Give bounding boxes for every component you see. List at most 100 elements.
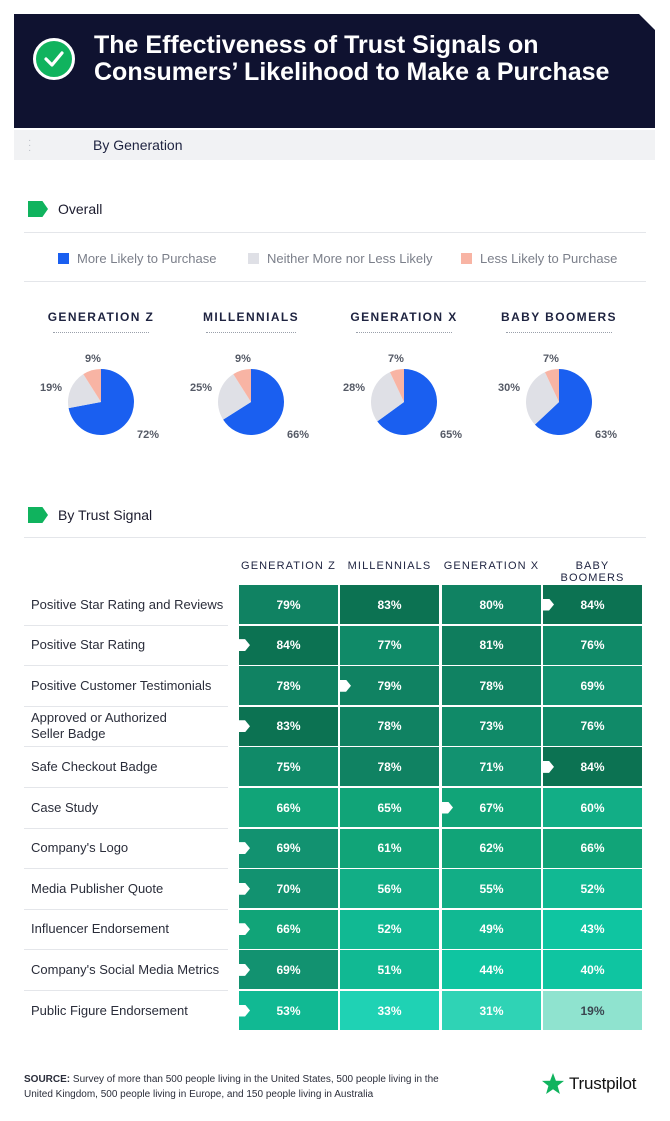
row-label: Media Publisher Quote [31, 880, 164, 896]
cell-value: 78% [276, 678, 301, 693]
cell-value: 56% [377, 881, 402, 896]
row-label: Company's Social Media Metrics [31, 961, 220, 977]
heatmap-cell: 70% [237, 869, 338, 909]
cell-value: 40% [580, 962, 605, 977]
heatmap-cell: 71% [442, 747, 541, 787]
heatmap-cell: 31% [442, 991, 541, 1030]
row-label: Influencer Endorsement [31, 921, 170, 937]
heatmap-cell: 78% [239, 666, 338, 706]
slice-less-likely [544, 369, 559, 402]
cell-value: 31% [479, 1003, 504, 1018]
heatmap-cell: 76% [543, 706, 642, 746]
heatmap-cell: 75% [239, 747, 338, 787]
title-underline [206, 332, 296, 333]
slice-neither [67, 374, 101, 409]
pie-title: GENERATION Z [47, 310, 155, 324]
slice-more-likely [534, 369, 592, 435]
heatmap-cell: 73% [442, 706, 541, 746]
cell-value: 84% [580, 759, 605, 774]
pie-title: GENERATION X [350, 310, 458, 324]
cell-value: 69% [580, 678, 605, 693]
flag-icon [28, 201, 48, 217]
cell-value: 66% [580, 841, 605, 856]
slice-label: 9% [85, 353, 101, 365]
cell-value: 51% [377, 962, 402, 977]
heatmap-cell: 79% [239, 585, 338, 624]
slice-more-likely [377, 369, 437, 435]
legend-item-more-likely: More Likely to Purchase [58, 251, 216, 266]
highest-marker-icon [338, 679, 351, 692]
legend-swatch [461, 253, 472, 264]
slice-more-likely [68, 369, 134, 435]
highest-marker-icon [237, 842, 250, 855]
cell-value: 67% [479, 800, 504, 815]
heatmap-cell: 53% [237, 991, 338, 1030]
slice-label: 72% [137, 429, 159, 441]
title-underline [356, 332, 452, 333]
cell-value: 44% [479, 962, 504, 977]
star-icon [542, 1073, 564, 1094]
pie-svg: 63% 30% 7% [498, 353, 617, 441]
column-header: GENERATION Z [241, 560, 336, 572]
cell-value: 55% [479, 881, 504, 896]
cell-value: 62% [479, 841, 504, 856]
cell-value: 73% [479, 719, 504, 734]
cell-value: 53% [276, 1003, 301, 1018]
row-label: Positive Customer Testimonials [31, 677, 212, 693]
highest-marker-icon [237, 882, 250, 895]
pie-legend: More Likely to Purchase Neither More nor… [24, 232, 646, 282]
slice-neither [370, 372, 404, 422]
heatmap-cell: 51% [340, 950, 439, 990]
heatmap-cell: 55% [442, 869, 541, 909]
pie-title: BABY BOOMERS [501, 310, 617, 324]
drag-dots-icon: · · · [28, 135, 32, 156]
pie-svg: 65% 28% 7% [343, 353, 462, 441]
trustpilot-logo: Trustpilot [541, 1072, 636, 1096]
heatmap-cell: 78% [340, 706, 439, 746]
title-underline [53, 332, 149, 333]
highest-marker-icon [237, 963, 250, 976]
corner-fold [639, 14, 655, 30]
cell-value: 84% [276, 638, 301, 653]
slice-less-likely [83, 369, 101, 402]
cell-value: 83% [276, 719, 301, 734]
cell-value: 76% [580, 638, 605, 653]
cell-value: 19% [580, 1003, 605, 1018]
row-divider [24, 908, 228, 910]
brand-name: Trustpilot [569, 1074, 637, 1093]
cell-value: 78% [377, 759, 402, 774]
source-label: SOURCE: [24, 1074, 71, 1085]
slice-label: 25% [190, 382, 212, 394]
highest-marker-icon [541, 760, 554, 773]
row-divider [24, 827, 228, 829]
heatmap-cell: 62% [442, 828, 541, 868]
subtitle-bar: · · · By Generation [14, 130, 655, 160]
heatmap-cell: 84% [541, 747, 642, 787]
slice-label: 65% [440, 429, 462, 441]
pie-svg: 72% 19% 9% [40, 353, 159, 441]
pie-svg: 66% 25% 9% [190, 353, 309, 441]
section-signal-label: By Trust Signal [58, 507, 153, 523]
slice-label: 66% [287, 429, 309, 441]
heatmap-cell: 78% [340, 747, 439, 787]
page-subtitle: By Generation [93, 137, 183, 153]
heatmap-cell: 40% [543, 950, 642, 990]
source-text: Survey of more than 500 people living in… [24, 1074, 439, 1100]
legend-item-less-likely: Less Likely to Purchase [461, 251, 617, 266]
heatmap-cell: 19% [543, 991, 642, 1030]
slice-neither [218, 374, 251, 420]
highest-marker-icon [237, 1004, 250, 1017]
title-underline [506, 332, 612, 333]
row-divider [24, 665, 228, 667]
pie-chart: MILLENNIALS 66% 25% 9% [176, 300, 326, 450]
heatmap-cell: 65% [340, 788, 439, 827]
cell-value: 78% [377, 719, 402, 734]
section-overall-label: Overall [58, 201, 103, 217]
heatmap-cell: 69% [543, 666, 642, 706]
column-header: GENERATION X [443, 560, 540, 572]
pie-chart: BABY BOOMERS 63% 30% 7% [484, 300, 634, 450]
cell-value: 70% [276, 881, 301, 896]
heatmap-cell: 49% [442, 909, 541, 949]
slice-less-likely [233, 369, 251, 402]
cell-value: 33% [377, 1003, 402, 1018]
